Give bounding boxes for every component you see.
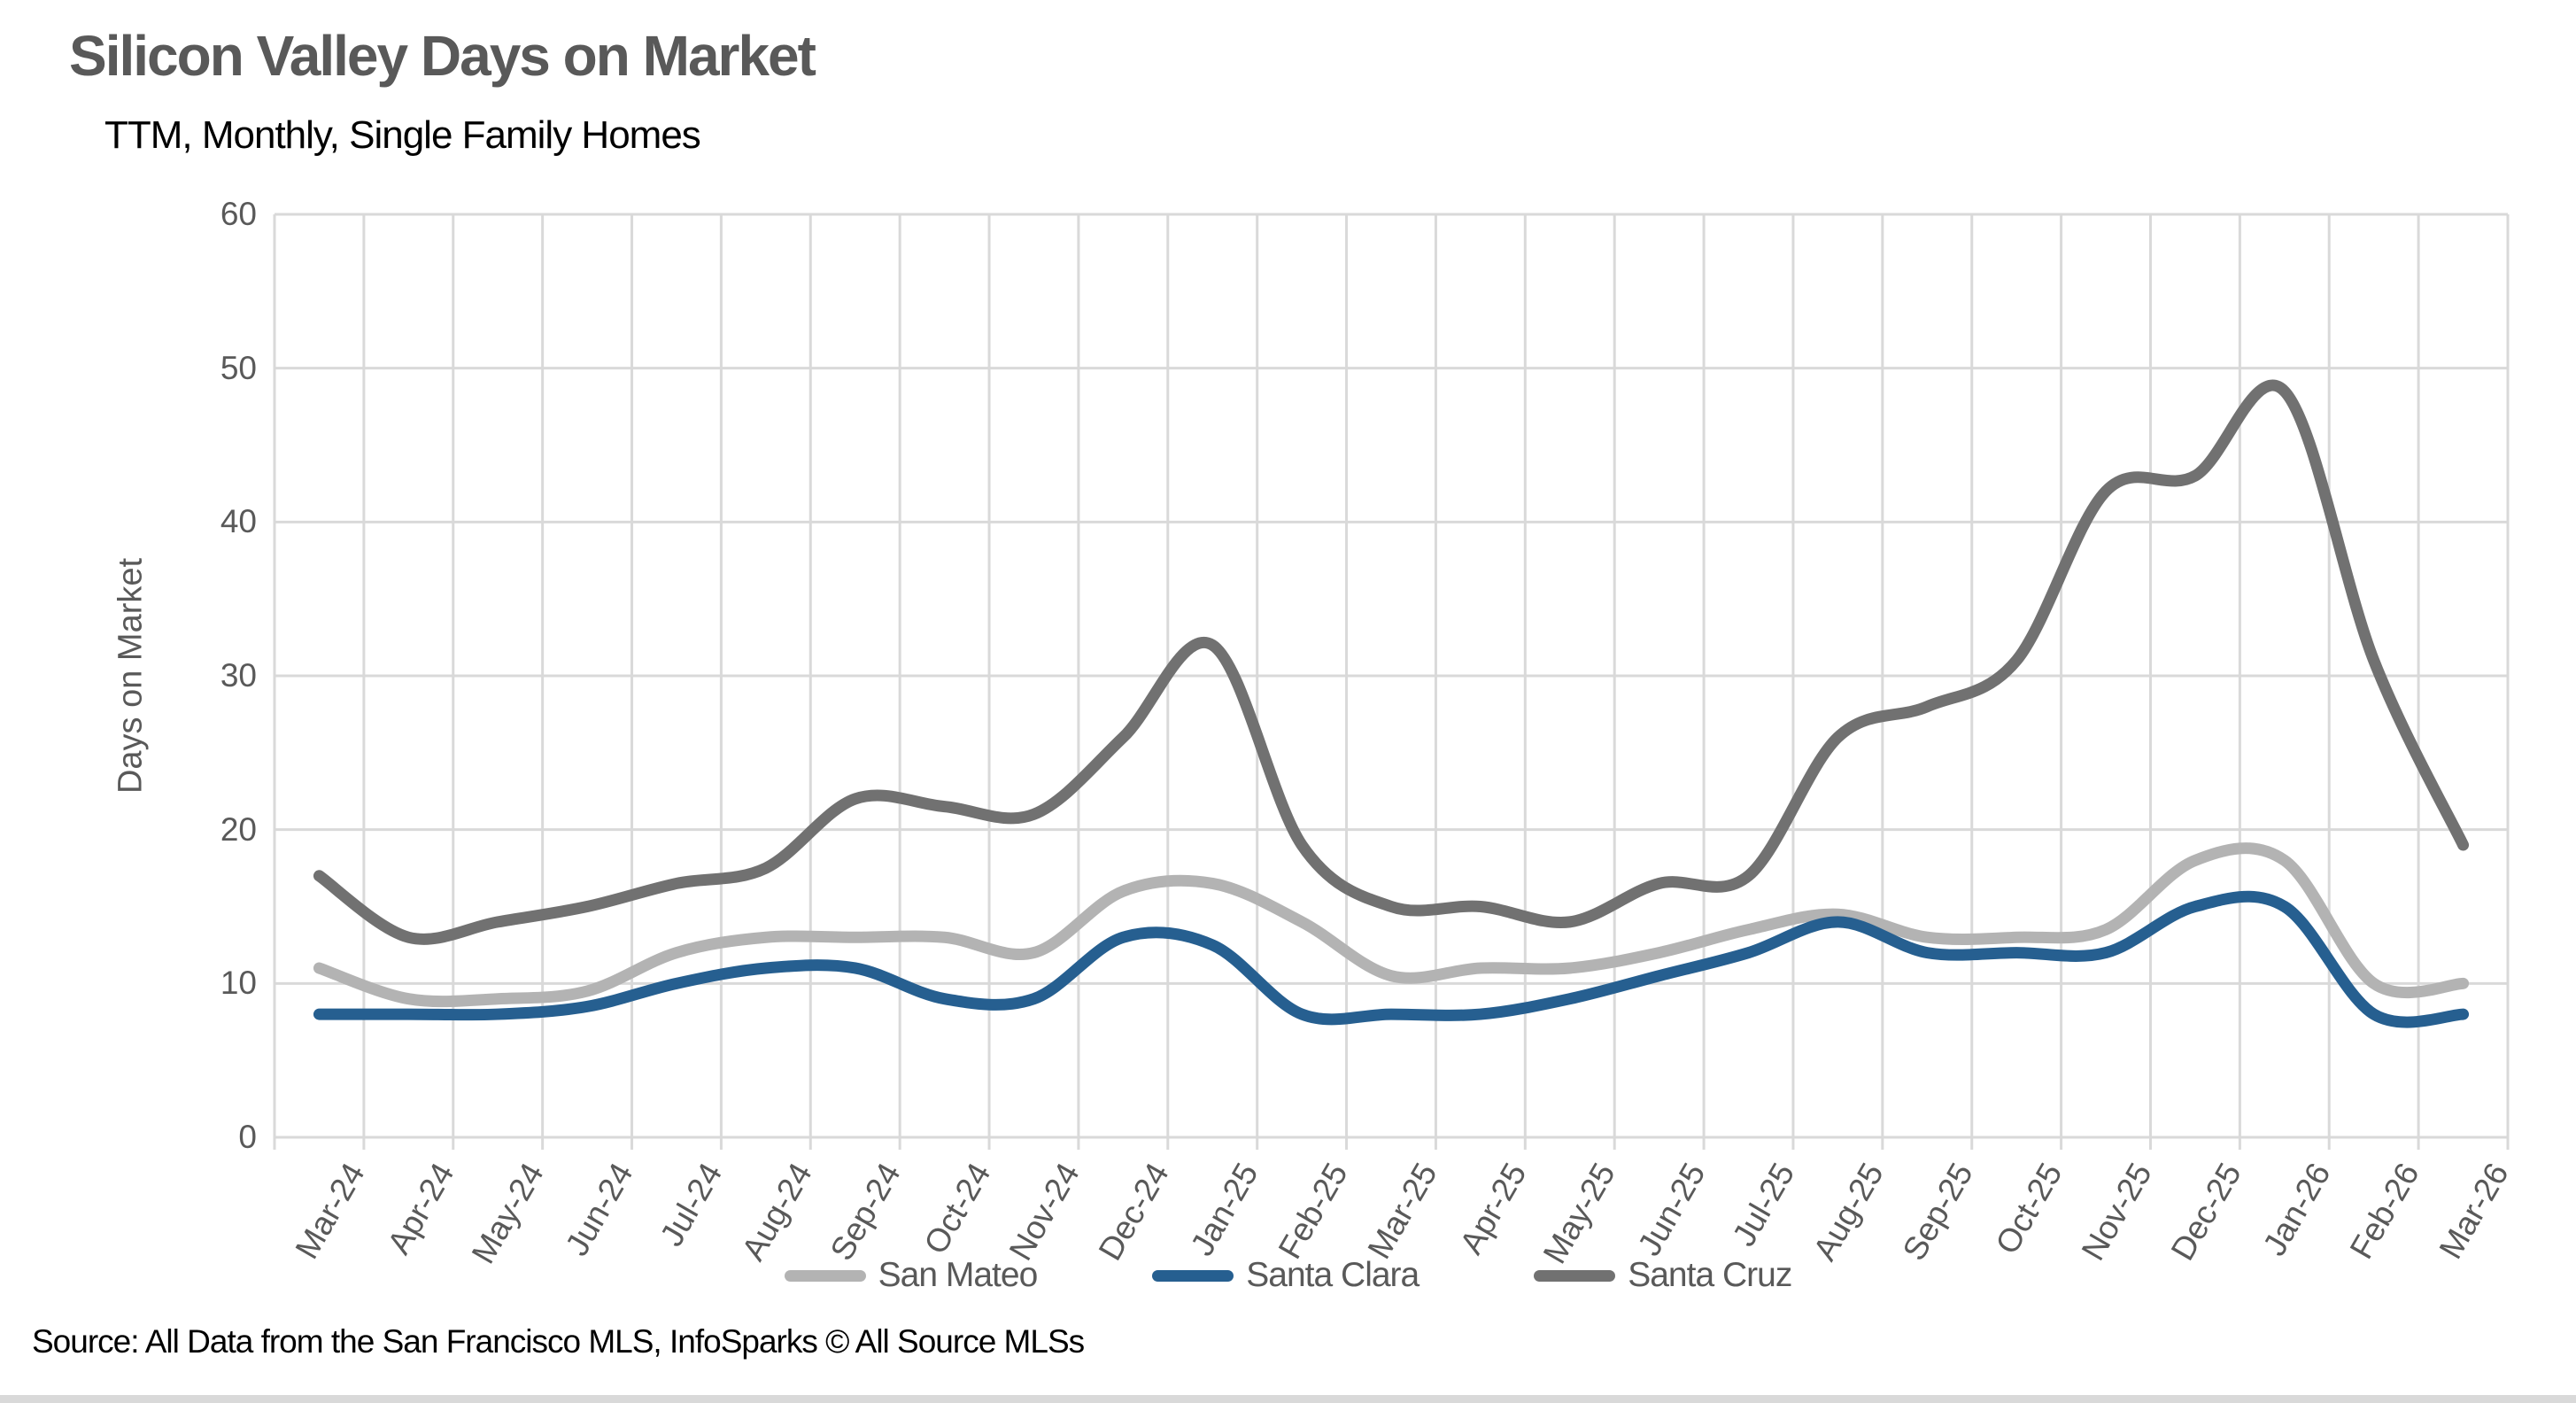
- legend-label: Santa Cruz: [1628, 1256, 1792, 1294]
- legend-label: San Mateo: [878, 1256, 1039, 1294]
- legend-line-swatch: [1534, 1269, 1616, 1282]
- y-axis-tick-label: 60: [220, 196, 257, 232]
- y-axis-tick-label: 30: [220, 657, 257, 694]
- y-axis-tick-label: 40: [220, 503, 257, 540]
- series-line-santa-cruz: [313, 379, 2470, 945]
- bottom-edge-strip: [0, 1395, 2576, 1403]
- series-line-santa-clara: [313, 890, 2470, 1028]
- legend-label: Santa Clara: [1246, 1256, 1420, 1294]
- y-axis-tick-label: 20: [220, 810, 257, 848]
- source-note: Source: All Data from the San Francisco …: [32, 1323, 1085, 1360]
- legend: San Mateo Santa Clara Santa Cruz: [0, 1256, 2576, 1295]
- legend-item-santa-cruz: Santa Cruz: [1534, 1256, 1792, 1295]
- legend-item-san-mateo: San Mateo: [784, 1256, 1039, 1295]
- y-axis-tick-label: 50: [220, 349, 257, 386]
- legend-item-santa-clara: Santa Clara: [1152, 1256, 1420, 1295]
- legend-line-swatch: [1152, 1269, 1234, 1282]
- chart-title: Silicon Valley Days on Market: [69, 24, 816, 88]
- y-axis-tick-label: 10: [220, 965, 257, 1002]
- chart-subtitle: TTM, Monthly, Single Family Homes: [104, 113, 701, 157]
- series-line-san-mateo: [313, 842, 2470, 1008]
- legend-line-swatch: [784, 1269, 866, 1282]
- y-axis-tick-label: 0: [238, 1119, 257, 1155]
